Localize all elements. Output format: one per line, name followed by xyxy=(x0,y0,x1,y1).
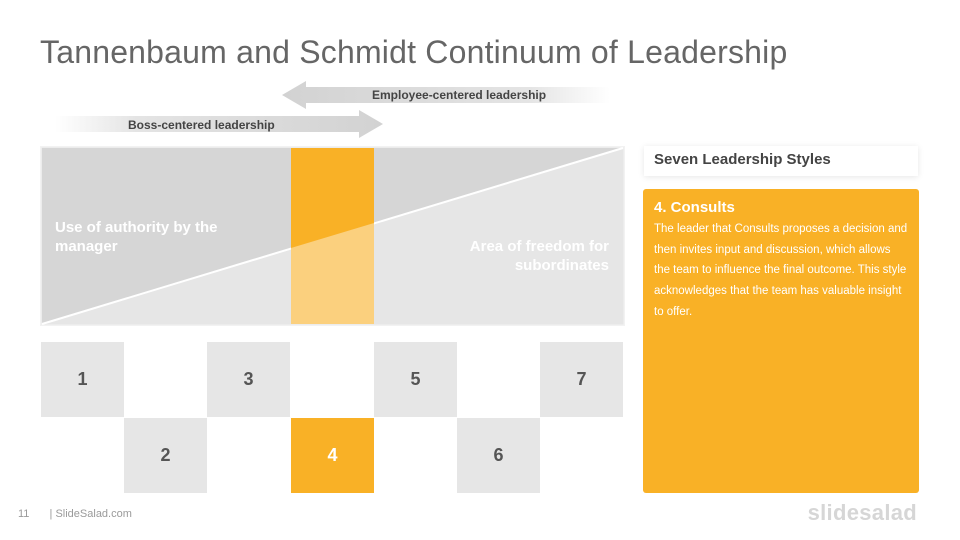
step-3-cell[interactable]: 3 xyxy=(207,342,290,417)
step-5-cell[interactable]: 5 xyxy=(374,342,457,417)
step-4-cell[interactable]: 4 xyxy=(291,418,374,493)
employee-centered-label: Employee-centered leadership xyxy=(372,88,547,102)
panel-heading: Seven Leadership Styles xyxy=(644,146,918,176)
authority-label: Use of authority by the manager xyxy=(55,219,218,255)
brand-logo: slidesalad xyxy=(807,500,917,525)
slide-title: Tannenbaum and Schmidt Continuum of Lead… xyxy=(40,34,788,70)
step-7-cell[interactable]: 7 xyxy=(540,342,623,417)
freedom-label: Area of freedom for subordinates xyxy=(469,238,609,274)
continuum-graphic xyxy=(40,146,625,326)
style-description-card: 4. Consults The leader that Consults pro… xyxy=(643,189,919,493)
style-description: The leader that Consults proposes a deci… xyxy=(654,223,908,318)
boss-centered-arrow xyxy=(55,110,383,138)
page-number: 11 xyxy=(18,508,30,520)
employee-centered-arrow xyxy=(282,81,610,109)
boss-centered-label: Boss-centered leadership xyxy=(128,118,275,132)
step-1-cell[interactable]: 1 xyxy=(41,342,124,417)
continuum-chart: Use of authority by the manager Area of … xyxy=(40,146,625,326)
step-2-cell[interactable]: 2 xyxy=(124,418,207,493)
style-title: 4. Consults xyxy=(654,199,735,216)
footer: 11 | SlideSalad.com xyxy=(18,508,132,520)
highlight-band-upper xyxy=(291,148,374,248)
step-6-cell[interactable]: 6 xyxy=(457,418,540,493)
footer-site: | SlideSalad.com xyxy=(49,508,132,520)
